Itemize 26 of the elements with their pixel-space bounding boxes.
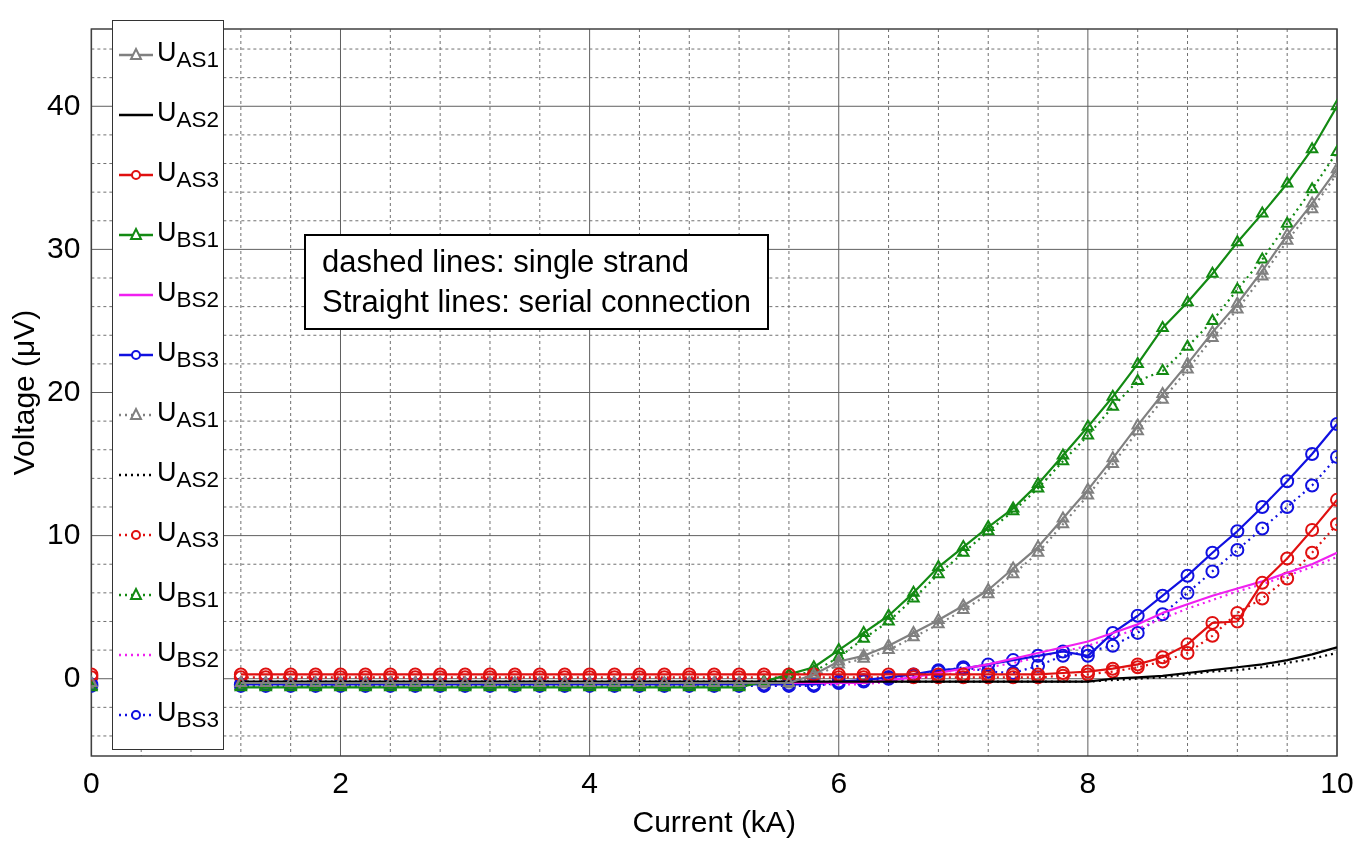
legend-label: U$_{AS2}$ <box>157 456 220 494</box>
y-tick-label: 40 <box>46 87 81 121</box>
legend-label: U$_{BS1}$ <box>157 216 220 254</box>
annotation: Straight lines: serial connection <box>322 283 752 321</box>
y-tick-label: 0 <box>63 659 81 693</box>
legend-label: U$_{AS2}$ <box>157 96 220 134</box>
x-tick-label: 2 <box>332 766 349 800</box>
legend-label: U$_{AS1}$ <box>157 36 220 74</box>
x-tick-label: 10 <box>1320 766 1354 800</box>
annotation: dashed lines: single strand <box>322 243 691 281</box>
y-tick-label: 20 <box>46 373 81 407</box>
x-tick-label: 8 <box>1079 766 1097 800</box>
legend-label: U$_{BS2}$ <box>157 276 220 314</box>
legend-label: U$_{BS3}$ <box>157 336 220 374</box>
y-tick-label: 10 <box>46 516 81 550</box>
y-tick-label: 30 <box>46 230 81 264</box>
legend-label: U$_{AS1}$ <box>157 396 220 434</box>
legend-label: U$_{BS3}$ <box>157 696 220 734</box>
x-tick-label: 6 <box>830 766 848 800</box>
legend-label: U$_{BS2}$ <box>157 636 220 674</box>
legend-label: U$_{AS3}$ <box>157 516 220 554</box>
legend-label: U$_{BS1}$ <box>157 576 220 614</box>
y-axis-title: Voltage (μV) <box>7 309 41 476</box>
legend-label: U$_{AS3}$ <box>157 156 220 194</box>
x-tick-label: 4 <box>581 766 598 800</box>
x-axis-title: Current (kA) <box>632 805 796 839</box>
